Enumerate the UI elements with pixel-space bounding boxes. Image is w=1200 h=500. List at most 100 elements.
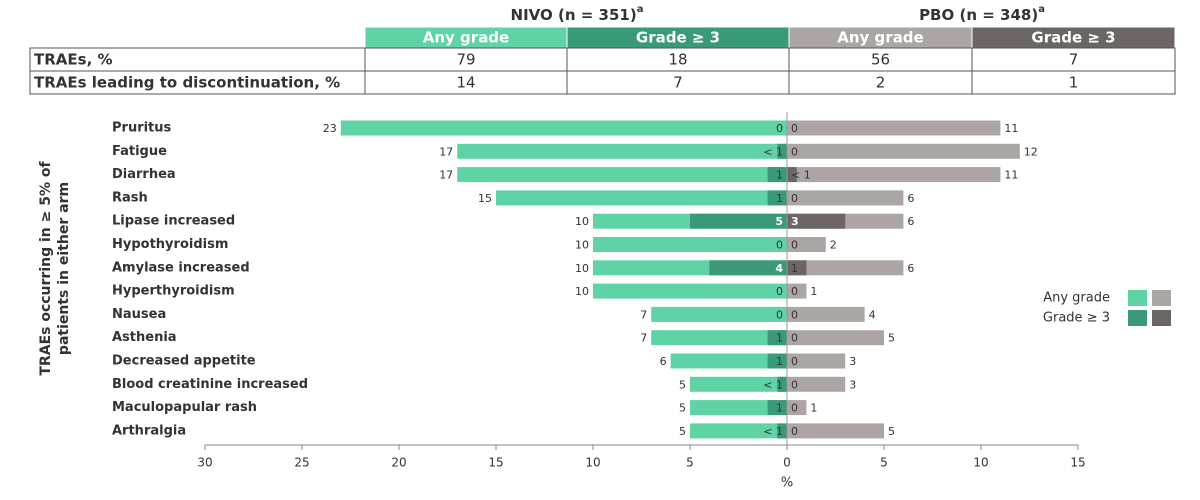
value-label: 12 [1024,145,1038,158]
bar [787,190,904,206]
value-label: 15 [478,192,492,205]
bar [690,423,787,439]
bar [787,120,1001,136]
value-label: 23 [323,122,337,135]
bar [690,213,787,229]
value-label: 11 [1004,122,1018,135]
category-label: Blood creatinine increased [112,377,308,392]
legend-swatch [1152,290,1171,306]
x-tick-label: 5 [880,456,888,470]
bar [709,260,787,276]
row-label: TRAEs leading to discontinuation, % [34,74,340,92]
value-label: 0 [791,308,798,321]
category-label: Hypothyroidism [112,237,228,252]
bar [767,353,787,369]
y-axis-title: patients in either arm [56,182,72,355]
value-label: 0 [791,285,798,298]
header-label: Any grade [423,29,509,47]
value-label: 2 [830,239,837,252]
value-label: 5 [679,402,686,415]
cell-value: 2 [876,74,886,92]
category-label: Lipase increased [112,214,235,229]
value-label: 10 [575,285,589,298]
value-label: 1 [776,402,783,415]
legend-swatch [1152,310,1171,326]
bar [340,120,787,136]
x-tick-label: 0 [783,456,791,470]
bar [787,260,807,276]
value-label: 6 [907,192,914,205]
category-label: Fatigue [112,144,167,159]
bar [787,423,884,439]
value-label: 1 [776,192,783,205]
value-label: 5 [775,215,783,228]
x-axis-title: % [781,476,793,491]
value-label: 3 [791,215,799,228]
value-label: 5 [888,332,895,345]
value-label: 6 [660,355,667,368]
value-label: 6 [907,262,914,275]
bar [457,143,787,159]
value-label: 7 [640,332,647,345]
x-tick-label: 30 [197,456,212,470]
value-label: 0 [776,308,783,321]
bar [787,330,884,346]
x-tick-label: 20 [391,456,406,470]
value-label: 0 [776,122,783,135]
legend-swatch [1128,290,1147,306]
header-label: Any grade [837,29,923,47]
bar [777,376,787,392]
category-label: Asthenia [112,330,177,345]
bar [651,306,787,322]
value-label: 17 [439,169,453,182]
bar [787,306,865,322]
bar [767,167,787,183]
value-label: 0 [791,122,798,135]
value-label: 6 [907,215,914,228]
x-tick-label: 15 [488,456,503,470]
value-label: 0 [791,145,798,158]
value-label: 0 [791,192,798,205]
x-tick-label: 10 [585,456,600,470]
value-label: < 1 [791,169,811,182]
legend-label: Any grade [1043,291,1110,306]
cell-value: 7 [673,74,683,92]
y-axis-title: TRAEs occurring in ≥ 5% of [38,161,54,376]
row-frame [29,70,1176,95]
legend-swatch [1128,310,1147,326]
cell-value: 56 [871,51,890,69]
bar [767,190,787,206]
value-label: 0 [776,285,783,298]
bar [651,330,787,346]
cell-value: 14 [456,74,475,92]
group-header: PBO (n = 348)a [919,4,1045,24]
value-label: 0 [791,239,798,252]
bar [787,213,846,229]
value-label: 7 [640,308,647,321]
category-label: Arthralgia [112,423,186,438]
value-label: 1 [810,402,817,415]
category-label: Rash [112,190,148,205]
value-label: 1 [791,262,798,275]
group-note: a [1038,4,1045,15]
cell-value: 1 [1069,74,1079,92]
value-label: 0 [791,332,798,345]
group-header: NIVO (n = 351)a [511,4,644,24]
bar [767,400,787,416]
bar [787,376,846,392]
bar [787,400,807,416]
value-label: 0 [791,402,798,415]
bar [777,423,787,439]
category-label: Amylase increased [112,260,250,275]
value-label: < 1 [763,425,783,438]
bar [777,143,787,159]
value-label: 3 [849,355,856,368]
bar [787,353,846,369]
cell-value: 79 [456,51,475,69]
category-label: Hyperthyroidism [112,284,235,299]
category-label: Nausea [112,307,166,322]
bar [457,167,787,183]
value-label: 1 [776,355,783,368]
category-label: Decreased appetite [112,354,256,369]
